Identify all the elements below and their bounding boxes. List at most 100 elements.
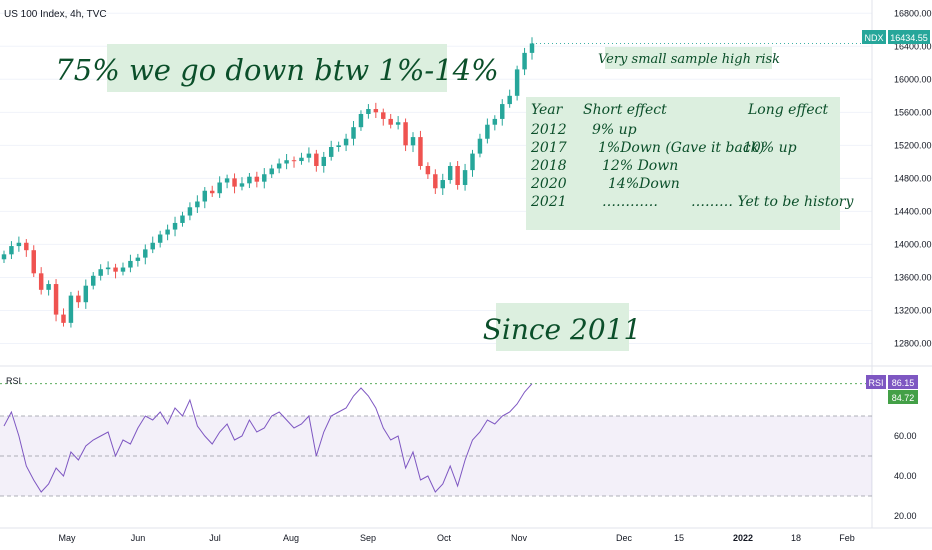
table-year: 2021 (530, 194, 567, 210)
rsi-badge-value-bg (888, 375, 918, 389)
candle (366, 104, 371, 119)
annotation-risk-text: Very small sample high risk (598, 52, 780, 67)
candle (150, 236, 155, 254)
candle (440, 173, 445, 195)
annotation-risk: Very small sample high risk (598, 47, 780, 69)
annotation-since: Since 2011 (483, 303, 641, 351)
candle (262, 168, 267, 189)
table-short: 9% up (592, 122, 637, 138)
candle (418, 130, 423, 170)
table-header-year: Year (531, 102, 564, 118)
rsi-ma-badge-bg (888, 390, 918, 404)
candle (381, 108, 386, 126)
candle (217, 176, 222, 198)
candle (120, 262, 126, 276)
candle (291, 156, 297, 168)
table-header-short: Short effect (583, 102, 667, 118)
price-tick-label: 12800.00 (894, 338, 932, 348)
candle (76, 290, 81, 308)
candle (195, 195, 200, 213)
candle (83, 279, 89, 309)
rsi-line-path (3, 383, 533, 493)
time-tick-label: Jun (131, 533, 146, 543)
time-tick-label: Feb (839, 533, 855, 543)
candle (410, 132, 416, 153)
candle (403, 118, 408, 152)
time-tick-label: Oct (437, 533, 452, 543)
candle (269, 164, 274, 178)
table-year: 2020 (530, 176, 567, 192)
price-tick-label: 13600.00 (894, 272, 932, 282)
time-tick-label: 2022 (733, 533, 753, 543)
time-axis: May Jun Jul Aug Sep Oct Nov Dec 15 2022 18 Feb (58, 533, 854, 543)
candle (135, 253, 141, 267)
annotation-risk-bg (605, 47, 772, 69)
rsi-ma-badge-value: 84.72 (892, 393, 915, 403)
price-tick-label: 14000.00 (894, 239, 932, 249)
candle (31, 245, 36, 278)
candle (9, 241, 14, 260)
rsi-tick-label: 20.00 (894, 511, 917, 521)
candle (239, 177, 245, 191)
price-tick-label: 15600.00 (894, 107, 932, 117)
price-tick-label: 14800.00 (894, 173, 932, 183)
candle (24, 239, 29, 257)
time-tick-label: Nov (511, 533, 528, 543)
time-tick-label: Dec (616, 533, 633, 543)
candle (507, 89, 512, 108)
price-badge-label: NDX (864, 33, 883, 43)
candle (209, 185, 215, 197)
rsi-badge-value: 86.15 (892, 378, 915, 388)
rsi-tick-label: 60.00 (894, 431, 917, 441)
candle (314, 149, 319, 172)
candle (38, 267, 44, 295)
candle (16, 236, 22, 252)
candle (395, 116, 401, 130)
candle (462, 163, 468, 191)
candle (128, 254, 133, 273)
price-axis: 16800.00 16400.00 16000.00 15600.00 15200.00… (894, 8, 932, 348)
price-tick-label: 16000.00 (894, 74, 932, 84)
price-badge: NDX 16434.55 (862, 30, 930, 44)
candle (328, 140, 334, 161)
price-tick-label: 13200.00 (894, 305, 932, 315)
candle (180, 211, 185, 227)
candle (477, 133, 483, 158)
candle (113, 263, 118, 279)
time-tick-label: May (58, 533, 76, 543)
time-tick-label: 15 (674, 533, 684, 543)
candle (321, 151, 327, 173)
candle (358, 110, 364, 131)
candle (500, 99, 505, 126)
candle (202, 187, 208, 209)
candle (1, 250, 7, 263)
candle (284, 154, 289, 170)
table-short: 12% Down (602, 158, 678, 174)
candle (455, 161, 460, 190)
rsi-axis: 60.00 40.00 20.00 (894, 431, 917, 521)
candle (46, 280, 51, 296)
rsi-panel (0, 383, 872, 497)
candle (276, 158, 282, 174)
candle (299, 152, 304, 165)
chart-title: US 100 Index, 4h, TVC (4, 9, 107, 20)
annotation-table: Year Short effect Long effect 2012 9% up… (526, 97, 854, 230)
candle (388, 113, 393, 129)
candle (514, 65, 520, 101)
candle (165, 224, 170, 241)
candle (98, 264, 103, 281)
annotation-main-bg (107, 44, 447, 92)
candle (373, 102, 379, 119)
table-header-long: Long effect (747, 102, 828, 118)
table-long: 10% up (743, 140, 797, 156)
table-long: ……… Yet to be history (691, 194, 854, 210)
candle (232, 173, 237, 194)
table-year: 2012 (530, 122, 567, 138)
price-tick-label: 14400.00 (894, 206, 932, 216)
time-tick-label: 18 (791, 533, 801, 543)
time-tick-label: Jul (209, 533, 221, 543)
candle (433, 169, 438, 194)
rsi-series (3, 383, 533, 493)
candle (447, 162, 453, 184)
